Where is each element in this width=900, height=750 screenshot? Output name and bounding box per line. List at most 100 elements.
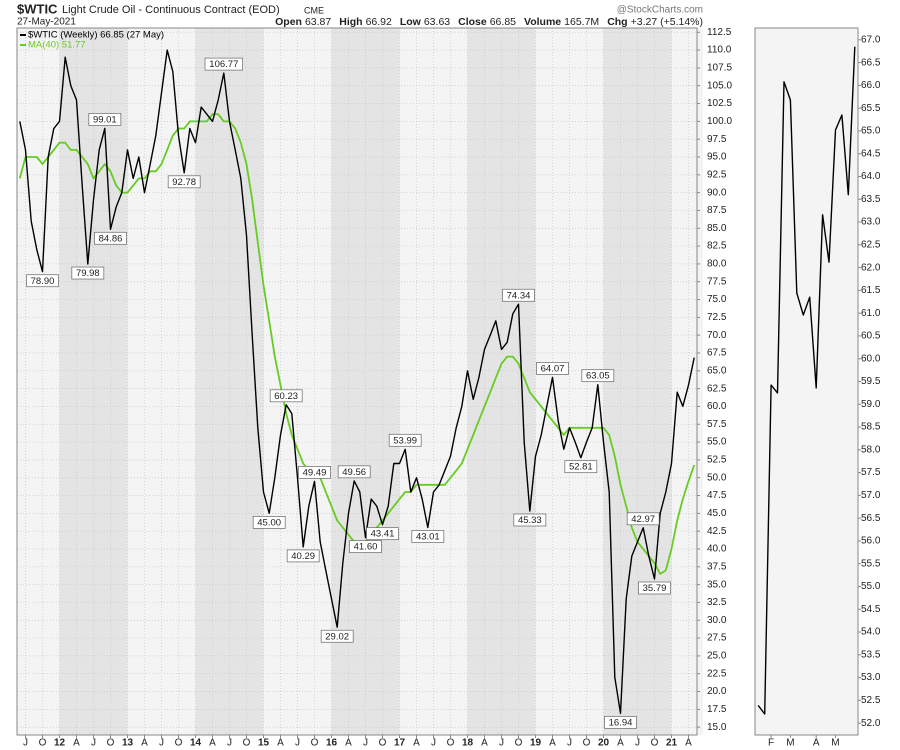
- price-line: [19, 49, 695, 714]
- value-label-box: [366, 527, 399, 541]
- y-tick-label: 60.5: [861, 331, 881, 342]
- x-tick-label: O: [447, 738, 455, 749]
- x-tick-label: J: [635, 738, 640, 749]
- y-tick-label: 53.5: [861, 649, 881, 660]
- y-tick-label: 65.0: [861, 126, 881, 137]
- x-tick-label: O: [243, 738, 251, 749]
- y-tick-label: 87.5: [707, 205, 727, 216]
- x-tick-label: J: [567, 738, 572, 749]
- value-label: 29.02: [325, 631, 349, 642]
- y-tick-label: 22.5: [707, 668, 727, 679]
- y-tick-label: 62.5: [861, 239, 881, 250]
- y-tick-label: 32.5: [707, 597, 727, 608]
- plot-frame: [754, 27, 859, 736]
- x-tick-label: A: [73, 738, 80, 749]
- y-tick-label: 72.5: [707, 312, 727, 323]
- value-label-box: [564, 460, 598, 474]
- y-tick-label: 27.5: [707, 633, 727, 644]
- y-tick-label: 75.0: [707, 294, 727, 305]
- x-tick-label: J: [227, 738, 232, 749]
- y-tick-label: 60.0: [861, 353, 881, 364]
- x-tick-label: F: [768, 738, 774, 749]
- value-label-box: [349, 540, 382, 553]
- y-tick-label: 112.5: [707, 27, 732, 38]
- x-tick-label: J: [363, 738, 368, 749]
- quote-label: Low: [400, 16, 422, 28]
- y-tick-label: 66.5: [861, 57, 881, 68]
- y-tick-label: 95.0: [707, 152, 727, 163]
- value-label-box: [513, 513, 547, 527]
- x-tick-label: A: [813, 738, 820, 749]
- value-label: 43.01: [416, 532, 440, 543]
- value-label-box: [71, 266, 105, 280]
- y-tick-label: 60.0: [707, 401, 727, 412]
- y-tick-label: 37.5: [707, 561, 727, 572]
- y-tick-label: 59.0: [861, 399, 881, 410]
- y-tick-label: 20.0: [707, 686, 727, 697]
- symbol: $WTIC: [17, 1, 58, 16]
- x-tick-label: O: [39, 738, 47, 749]
- y-tick-label: 52.5: [861, 695, 881, 706]
- y-tick-label: 66.0: [861, 80, 881, 91]
- value-label: 78.90: [31, 276, 55, 287]
- value-label-box: [167, 175, 201, 189]
- value-label: 99.01: [93, 114, 117, 125]
- x-tick-label: J: [295, 738, 300, 749]
- value-label: 52.81: [569, 462, 593, 473]
- value-label: 35.79: [643, 583, 667, 594]
- exchange: CME: [304, 5, 324, 15]
- y-tick-label: 53.0: [861, 672, 881, 683]
- quote-label: Chg: [607, 16, 627, 28]
- y-tick-label: 17.5: [707, 704, 727, 715]
- x-tick-label: A: [209, 738, 216, 749]
- value-label: 63.05: [586, 371, 610, 382]
- value-label-box: [604, 715, 637, 729]
- value-label: 74.34: [507, 290, 531, 301]
- x-tick-label: 16: [326, 738, 338, 749]
- y-tick-label: 63.0: [861, 217, 881, 228]
- quote-value: 66.85: [490, 16, 516, 28]
- y-tick-label: 65.0: [707, 365, 727, 376]
- y-tick-label: 80.0: [707, 259, 727, 270]
- subtitle: Light Crude Oil - Continuous Contract (E…: [62, 4, 280, 16]
- value-label-box: [320, 629, 354, 643]
- y-tick-label: 56.5: [861, 513, 881, 524]
- y-tick-label: 77.5: [707, 276, 727, 287]
- quote-value: 66.92: [366, 16, 392, 28]
- date: 27-May-2021: [17, 17, 76, 28]
- y-tick-label: 82.5: [707, 241, 727, 252]
- value-label-box: [252, 515, 286, 529]
- quote-label: Volume: [524, 16, 561, 28]
- y-tick-label: 25.0: [707, 651, 727, 662]
- x-tick-label: J: [499, 738, 504, 749]
- value-label: 84.86: [99, 233, 123, 244]
- y-tick-label: 57.5: [861, 467, 881, 478]
- quote-value: 165.7M: [564, 16, 599, 28]
- value-label: 106.77: [209, 59, 238, 70]
- value-label: 40.29: [291, 551, 315, 562]
- x-tick-label: O: [583, 738, 591, 749]
- plot-frame: [16, 27, 698, 736]
- x-tick-label: J: [91, 738, 96, 749]
- y-tick-label: 65.5: [861, 103, 881, 114]
- quote-value: 63.63: [424, 16, 450, 28]
- y-tick-label: 92.5: [707, 169, 727, 180]
- y-tick-label: 55.0: [861, 581, 881, 592]
- quote-value: +3.27 (+5.14%): [631, 16, 703, 28]
- legend-label: MA(40) 51.77: [28, 40, 86, 51]
- y-tick-label: 30.0: [707, 615, 727, 626]
- y-tick-label: 58.0: [861, 444, 881, 455]
- x-tick-label: O: [379, 738, 387, 749]
- x-tick-label: 17: [394, 738, 406, 749]
- value-label: 49.49: [303, 467, 327, 478]
- value-label-box: [26, 274, 59, 288]
- y-tick-label: 54.5: [861, 604, 881, 615]
- y-tick-label: 61.0: [861, 308, 881, 319]
- x-tick-label: O: [107, 738, 115, 749]
- x-tick-label: J: [431, 738, 436, 749]
- x-tick-label: 14: [190, 738, 202, 749]
- value-label: 79.98: [76, 268, 100, 279]
- y-tick-label: 102.5: [707, 98, 732, 109]
- value-label: 92.78: [172, 177, 196, 188]
- y-tick-label: 63.5: [861, 194, 881, 205]
